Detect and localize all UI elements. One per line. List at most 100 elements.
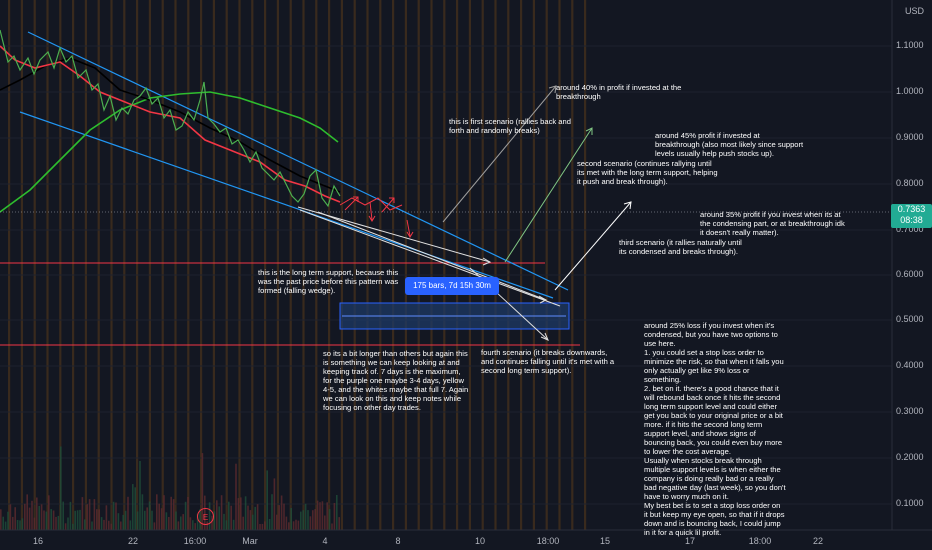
timing-note[interactable]: so its a bit longer than others but agai… bbox=[323, 349, 469, 412]
session-stripe bbox=[468, 0, 471, 530]
session-stripe bbox=[481, 0, 484, 530]
volume-bar bbox=[156, 494, 158, 530]
volume-bar bbox=[79, 509, 81, 530]
session-stripe bbox=[72, 0, 75, 530]
volume-bar bbox=[9, 504, 12, 530]
time-tick: 18:00 bbox=[536, 536, 560, 546]
price-tick: 0.1000 bbox=[896, 498, 924, 508]
volume-bar bbox=[336, 495, 338, 530]
time-tick: 22 bbox=[812, 536, 824, 546]
volume-bar bbox=[216, 500, 218, 530]
volume-bar bbox=[223, 513, 225, 530]
volume-bar bbox=[180, 516, 182, 530]
date-range-badge: 175 bars, 7d 15h 30m bbox=[405, 277, 499, 295]
session-stripe bbox=[97, 0, 100, 530]
price-scale[interactable]: 1.1000 1.0000 0.9000 0.8000 0.7000 0.6000 0.50… bbox=[892, 0, 932, 530]
moving-average-red bbox=[0, 45, 341, 203]
price-tick: 0.3000 bbox=[896, 406, 924, 416]
time-axis[interactable]: 16 22 16:00 Mar 4 8 10 18:00 15 17 18:00 22 bbox=[0, 530, 892, 550]
volume-bar bbox=[259, 524, 261, 530]
long-term-support-note[interactable]: this is the long term support, because t… bbox=[258, 268, 399, 295]
wedge-upper-line[interactable] bbox=[27, 31, 569, 291]
volume-bar bbox=[136, 511, 139, 530]
scenario1-profit-note[interactable]: around 40% in profit if invested at the … bbox=[556, 83, 682, 101]
price-tick: 1.0000 bbox=[896, 86, 924, 96]
current-price-value: 0.7363 bbox=[897, 204, 926, 214]
session-stripe bbox=[494, 0, 497, 530]
scenario1-note[interactable]: this is first scenario (rallies back and… bbox=[449, 117, 571, 135]
price-tick: 0.6000 bbox=[896, 269, 924, 279]
session-stripes bbox=[8, 0, 587, 530]
volume-bar bbox=[160, 508, 163, 530]
scenario2-profit-note[interactable]: around 45% profit if invested at breakth… bbox=[655, 131, 804, 158]
volume-bar bbox=[16, 520, 19, 530]
session-stripe bbox=[289, 0, 292, 530]
volume-bar bbox=[316, 500, 319, 530]
volume-bar bbox=[112, 501, 115, 530]
volume-bar bbox=[242, 516, 244, 530]
session-stripe bbox=[328, 0, 331, 530]
volume-bar bbox=[129, 520, 132, 530]
volume-bar bbox=[326, 502, 328, 530]
volume-bar bbox=[254, 506, 256, 530]
volume-bar bbox=[196, 513, 199, 530]
session-stripe bbox=[212, 0, 215, 530]
volume-bar bbox=[60, 446, 62, 530]
volume-bar bbox=[40, 504, 43, 530]
price-tick: 0.8000 bbox=[896, 178, 924, 188]
volume-bar bbox=[91, 521, 93, 530]
scenario3-note[interactable]: third scenario (it rallies naturally unt… bbox=[619, 238, 742, 256]
volume-bar bbox=[43, 510, 45, 530]
volume-bar bbox=[268, 519, 271, 530]
session-stripe bbox=[392, 0, 395, 530]
volume-bar bbox=[165, 512, 168, 530]
price-tick: 0.7000 bbox=[896, 224, 924, 234]
volume-bar bbox=[175, 511, 177, 530]
volume-bar bbox=[31, 500, 33, 530]
volume-bar bbox=[292, 521, 295, 530]
volume-bar bbox=[110, 523, 112, 530]
volume-bar bbox=[62, 501, 64, 530]
session-stripe bbox=[507, 0, 510, 530]
session-stripe bbox=[84, 0, 87, 530]
volume-bar bbox=[228, 501, 230, 530]
breakout-arrows bbox=[442, 85, 632, 291]
session-stripe bbox=[302, 0, 305, 530]
session-stripe bbox=[532, 0, 535, 530]
volume-bar bbox=[273, 478, 276, 530]
volume-bar bbox=[182, 514, 184, 530]
horizontal-grid bbox=[0, 45, 892, 505]
scenario2-note[interactable]: second scenario (continues rallying unti… bbox=[577, 159, 718, 186]
session-stripe bbox=[46, 0, 49, 530]
volume-bar bbox=[38, 505, 40, 530]
volume-bar bbox=[252, 514, 254, 530]
volume-bar bbox=[312, 510, 314, 530]
volume-bar bbox=[36, 497, 38, 530]
volume-bar bbox=[189, 517, 192, 530]
volume-bar bbox=[278, 505, 280, 530]
volume-bar bbox=[86, 504, 88, 530]
volume-bar bbox=[74, 510, 76, 530]
volume-bar bbox=[0, 509, 2, 530]
scenario4-note[interactable]: fourth scenario (it breaks downwards, an… bbox=[481, 348, 615, 375]
volume-bar bbox=[232, 519, 235, 530]
volume-bar bbox=[247, 505, 249, 530]
wedge-lower-line[interactable] bbox=[19, 111, 554, 299]
session-stripe bbox=[110, 0, 113, 530]
volume-bar bbox=[333, 503, 336, 530]
scenario3-profit-note[interactable]: around 35% profit if you invest when its… bbox=[700, 210, 845, 237]
volume-bar bbox=[201, 453, 204, 530]
volume-bar bbox=[2, 516, 4, 530]
volume-bar bbox=[225, 520, 228, 530]
volume-bar bbox=[314, 509, 316, 530]
volume-bar bbox=[240, 497, 242, 530]
volume-bar bbox=[304, 503, 307, 530]
session-stripe bbox=[379, 0, 382, 530]
earnings-badge[interactable]: E bbox=[197, 508, 214, 525]
session-stripe bbox=[20, 0, 23, 530]
volume-bar bbox=[331, 523, 333, 530]
loss-note[interactable]: around 25% loss if you invest when it's … bbox=[644, 321, 786, 537]
session-stripe bbox=[558, 0, 561, 530]
session-stripe bbox=[417, 0, 420, 530]
